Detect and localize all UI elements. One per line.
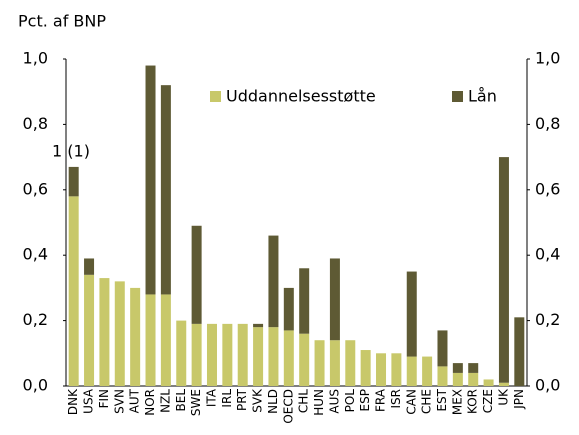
bar-segment [283,330,294,386]
bar-segment [145,65,156,295]
y2-tick-label: 0,2 [535,310,560,329]
bar-segment [160,85,171,295]
x-tick-label: AUT [128,388,142,413]
y2-tick-label: 0,0 [535,376,560,395]
bar-segment [345,340,356,386]
x-tick-label: SWE [189,389,203,416]
x-tick-label: SVK [251,388,265,413]
x-tick-label: ISR [389,389,403,409]
bar-segment [114,281,125,386]
bar-segment [452,372,463,386]
bar-segment [406,271,417,357]
bar-segment [99,278,110,386]
bar-segment [360,350,371,386]
bar-segment [222,323,233,386]
y-tick-label: 0,8 [23,114,48,133]
bar-segment [253,323,264,328]
x-tick-label: KOR [466,389,480,414]
bar-segment [145,294,156,386]
bar-segment [268,235,279,328]
y-tick-label: 0,0 [23,376,48,395]
bar-segment [268,327,279,386]
bar-segment [437,330,448,367]
bar-segment [68,166,79,197]
x-tick-label: OECD [281,389,295,424]
y2-tick-label: 0,8 [535,114,560,133]
bar-segment [237,323,248,386]
x-tick-label: CAN [404,389,418,415]
bar-segment [391,353,402,386]
x-tick-label: BEL [174,389,188,412]
bar-segment [483,379,494,386]
bar-segment [206,323,217,386]
bar-segment [376,353,387,386]
bar-segment [329,258,340,341]
x-tick-label: NOR [143,389,157,416]
x-tick-label: HUN [312,389,326,416]
x-tick-label: NLD [266,389,280,414]
bar-segment [452,363,463,373]
x-tick-label: CHL [297,389,311,413]
x-tick-label: SVN [112,389,126,414]
bar-segment [253,327,264,386]
y-tick-label: 0,6 [23,179,48,198]
bar-segment [299,268,310,334]
x-tick-label: DNK [66,388,80,415]
y-axis-label: Pct. af BNP [18,12,106,31]
bar-segment [68,196,79,386]
y2-tick-label: 1,0 [535,49,560,68]
bar-segment [437,366,448,386]
bar-segment [191,225,202,324]
bar-segment [130,287,141,386]
x-tick-label: FRA [374,388,388,412]
x-tick-label: ITA [204,388,218,407]
y-tick-label: 0,2 [23,310,48,329]
legend-label: Uddannelsesstøtte [226,87,376,106]
x-tick-label: NZL [158,389,172,413]
x-tick-label: IRL [220,389,234,408]
bar-segment [406,356,417,386]
x-tick-label: PRT [235,388,249,411]
bar-segment [514,317,525,386]
x-tick-label: CZE [481,389,495,413]
x-tick-label: FIN [97,389,111,408]
bar-segment [468,372,479,386]
bar-segment [283,287,294,331]
x-tick-label: UK [496,388,510,406]
bar-segment [176,320,187,386]
y2-tick-label: 0,6 [535,179,560,198]
y-tick-label: 0,4 [23,245,48,264]
y2-tick-label: 0,4 [535,245,560,264]
annotation: 1 (1) [52,142,90,161]
bar-segment [160,294,171,386]
bar-segment [84,274,95,386]
bar-segment [422,356,433,386]
x-tick-label: USA [82,388,96,414]
x-tick-label: EST [435,388,449,411]
x-tick-label: POL [343,389,357,413]
legend-swatch [452,91,463,102]
x-tick-label: AUS [327,389,341,414]
y-tick-label: 1,0 [23,49,48,68]
bar-segment [314,340,325,386]
x-tick-label: CHE [420,389,434,414]
bar-segment [329,340,340,386]
legend-swatch [210,91,221,102]
x-tick-label: ESP [358,389,372,411]
x-tick-label: MEX [450,389,464,415]
bar-segment [498,157,509,383]
legend-label: Lån [468,87,497,106]
bar-segment [498,382,509,386]
bar-segment [84,258,95,275]
bar-segment [299,333,310,386]
bar-segment [191,323,202,386]
x-tick-label: JPN [512,389,526,410]
bar-segment [468,363,479,373]
